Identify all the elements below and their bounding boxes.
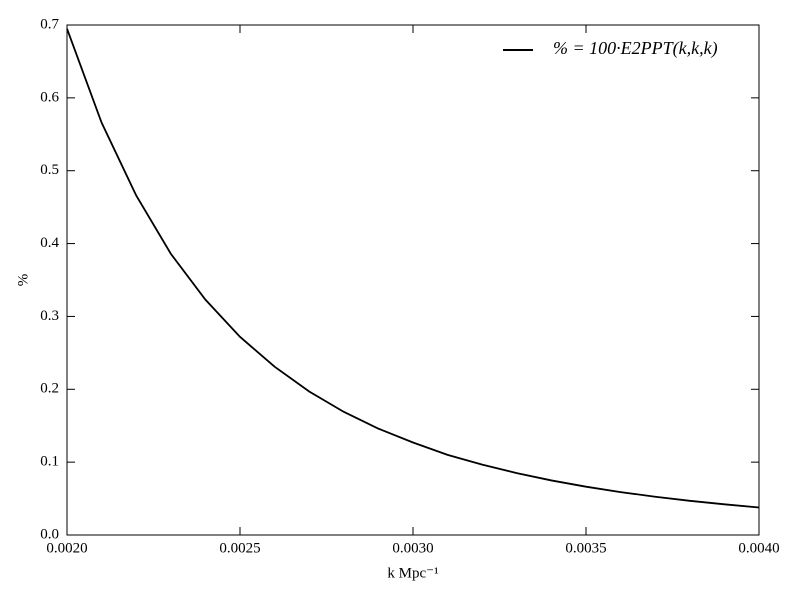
x-tick-label: 0.0030: [392, 540, 433, 556]
x-tick-label: 0.0040: [738, 540, 779, 556]
y-tick-label: 0.2: [40, 381, 59, 397]
x-tick-label: 0.0025: [219, 540, 260, 556]
legend-label: % = 100·E2PPT(k,k,k): [553, 38, 718, 59]
y-tick-label: 0.3: [40, 308, 59, 324]
y-tick-label: 0.4: [40, 235, 59, 251]
x-axis-label: k Mpc⁻¹: [387, 565, 438, 581]
data-line: [66, 28, 760, 509]
y-tick-label: 0.7: [40, 16, 59, 32]
y-tick-label: 0.1: [40, 454, 59, 470]
plot-frame: [66, 24, 760, 536]
x-tick-label: 0.0020: [46, 540, 87, 556]
y-tick-label: 0.0: [40, 526, 59, 542]
y-tick-label: 0.6: [40, 89, 59, 105]
x-tick-label: 0.0035: [565, 540, 606, 556]
y-axis-label: %: [15, 274, 31, 287]
y-tick-label: 0.5: [40, 162, 59, 178]
